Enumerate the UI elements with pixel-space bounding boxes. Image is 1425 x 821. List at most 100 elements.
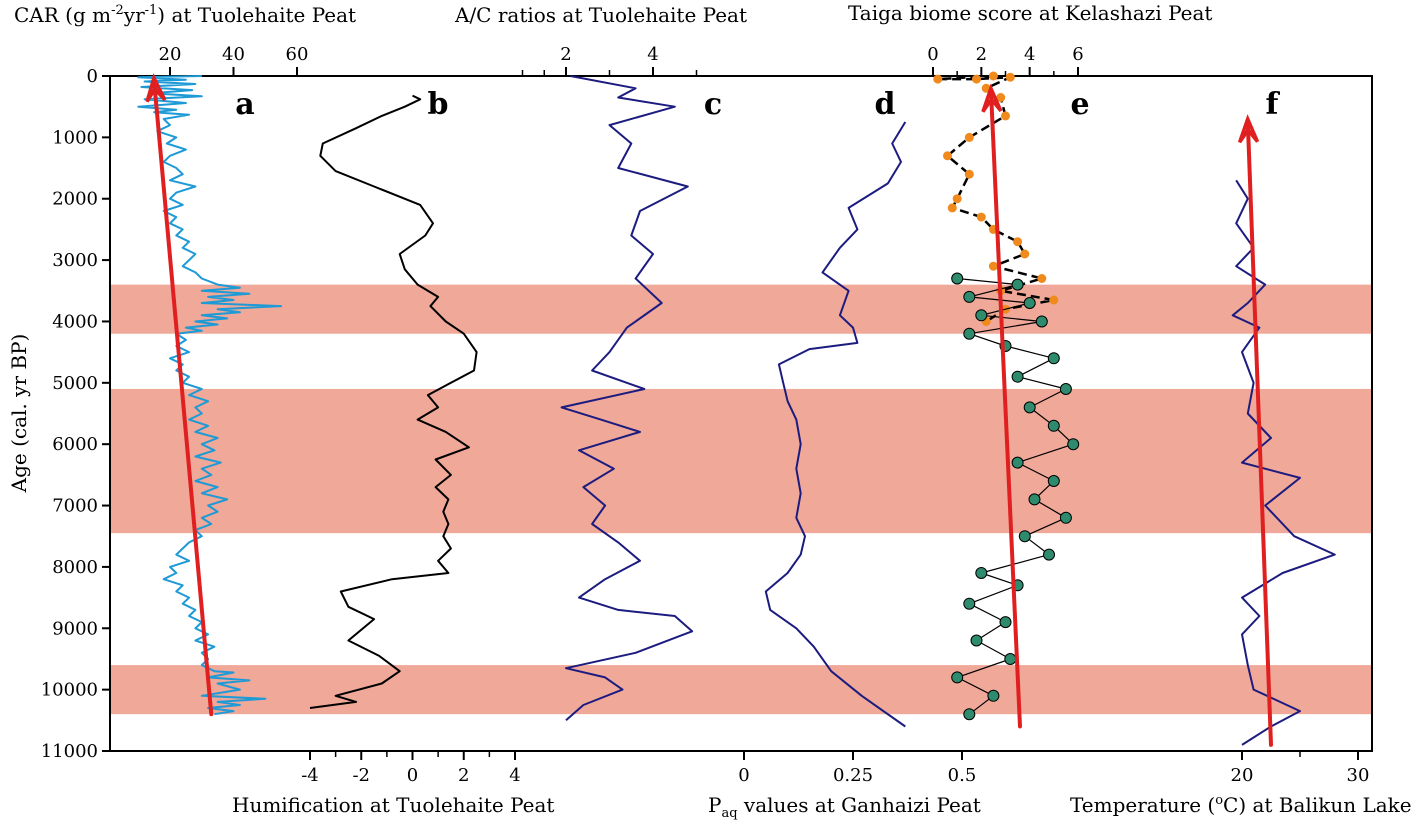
y-tick-label: 0	[87, 66, 98, 87]
trend-arrowhead	[1237, 114, 1260, 144]
shaded-interval	[110, 388, 1372, 534]
trend-arrowhead	[145, 73, 167, 103]
taiga-point	[1059, 383, 1072, 395]
ac-axis-label: A/C ratios at Tuolehaite Peat	[454, 3, 747, 27]
taiga-point	[1018, 530, 1031, 543]
y-tick-label: 5000	[52, 373, 98, 394]
car-tick-label: 40	[222, 44, 245, 65]
y-axis: 0 1000 2000 3000 4000 5000 6000 7000 8000 9000 100…	[41, 66, 110, 762]
taiga-point	[1049, 295, 1059, 305]
trend-arrowhead	[981, 83, 1003, 113]
taiga-point	[1005, 72, 1015, 82]
taiga-point	[987, 689, 1000, 702]
taiga-point	[1028, 493, 1041, 506]
series-line-b	[309, 94, 478, 709]
humification-tick-label: 4	[509, 765, 520, 786]
taiga-point	[976, 212, 986, 222]
taiga-point	[963, 327, 976, 340]
taiga-point	[972, 74, 981, 84]
taiga-point	[975, 567, 988, 579]
taiga-point	[964, 132, 974, 142]
top-axes: 20 40 60 2 4 0 2 4 6	[159, 44, 1084, 76]
y-tick-label: 6000	[52, 434, 98, 455]
taiga-point	[999, 616, 1012, 629]
taiga-point	[1047, 475, 1060, 487]
y-tick-label: 9000	[52, 618, 98, 639]
taiga-point	[943, 151, 952, 161]
y-tick-label: 1000	[52, 127, 98, 148]
ac-tick-label: 2	[560, 44, 571, 65]
humification-tick-label: -4	[301, 765, 319, 786]
bottom-axes: -4 -2 0 2 4 0 0.25 0.5 20 30	[301, 751, 1369, 786]
series-line-a	[137, 75, 283, 716]
temp-tick-label: 30	[1347, 765, 1370, 786]
taiga-point	[963, 597, 976, 610]
humification-axis-label: Humification at Tuolehaite Peat	[232, 793, 554, 817]
taiga-tick-label: 0	[927, 44, 938, 65]
taiga-axis-label: Taiga biome score at Kelashazi Peat	[848, 1, 1212, 25]
taiga-point	[1011, 456, 1024, 469]
series-line-f	[1231, 179, 1336, 746]
taiga-point	[1023, 401, 1036, 414]
taiga-point	[1043, 548, 1055, 561]
taiga-point	[963, 290, 976, 303]
taiga-point	[970, 634, 983, 647]
paq-axis-label: Paq values at Ganhaizi Peat	[708, 793, 981, 821]
taiga-point	[1011, 370, 1024, 383]
taiga-tick-label: 2	[976, 44, 987, 65]
taiga-point	[988, 261, 998, 271]
y-axis-label: Age (cal. yr BP)	[7, 334, 31, 494]
taiga-point	[1011, 278, 1024, 291]
trend-line	[152, 78, 214, 717]
taiga-point	[1020, 249, 1030, 259]
taiga-point	[1047, 419, 1060, 432]
temp-axis-label: Temperature (oC) at Balikun Lake	[1070, 793, 1412, 817]
y-tick-label: 7000	[52, 496, 98, 517]
y-tick-label: 11000	[41, 741, 98, 762]
panel-label: f	[1266, 87, 1281, 122]
panel-label: a	[235, 87, 254, 122]
y-tick-label: 10000	[41, 680, 98, 701]
shaded-intervals	[110, 284, 1372, 715]
panel-label: c	[704, 87, 722, 122]
taiga-point	[975, 309, 988, 322]
taiga-point	[1067, 438, 1080, 451]
series-line-c	[560, 75, 694, 722]
taiga-point	[952, 194, 962, 204]
ac-tick-label: 4	[647, 44, 658, 65]
series-lines	[137, 71, 1336, 746]
plot-frame	[109, 75, 1373, 752]
paq-tick-label: 0	[738, 765, 749, 786]
panel-labels: a b c d e f	[235, 87, 1280, 122]
taiga-point	[951, 671, 964, 684]
taiga-point	[1004, 653, 1017, 665]
taiga-point	[964, 169, 974, 179]
taiga-point	[947, 203, 957, 213]
y-tick-label: 3000	[52, 250, 98, 271]
shaded-interval	[110, 665, 1372, 715]
taiga-point	[1035, 315, 1048, 328]
taiga-tick-label: 4	[1024, 44, 1035, 65]
y-tick-label: 2000	[52, 189, 98, 210]
panel-label: b	[428, 87, 449, 122]
y-tick-label: 8000	[52, 557, 98, 578]
taiga-point	[951, 272, 964, 285]
taiga-point	[1047, 352, 1060, 365]
trend-line	[1245, 120, 1273, 747]
car-tick-label: 20	[159, 44, 182, 65]
shaded-interval	[110, 284, 1372, 334]
trend-arrows	[145, 73, 1273, 747]
paq-tick-label: 0.25	[833, 765, 873, 786]
taiga-point	[963, 708, 976, 721]
panel-label: d	[875, 87, 896, 122]
car-tick-label: 60	[286, 44, 309, 65]
trend-line	[989, 89, 1022, 729]
car-axis-label: CAR (g m-2yr-1) at Tuolehaite Peat	[14, 3, 356, 27]
taiga-point	[1037, 274, 1047, 283]
paq-tick-label: 0.5	[948, 765, 977, 786]
humification-tick-label: 2	[458, 765, 469, 786]
humification-tick-label: -2	[352, 765, 370, 786]
series-line-d	[764, 121, 907, 728]
taiga-point	[1023, 297, 1036, 309]
